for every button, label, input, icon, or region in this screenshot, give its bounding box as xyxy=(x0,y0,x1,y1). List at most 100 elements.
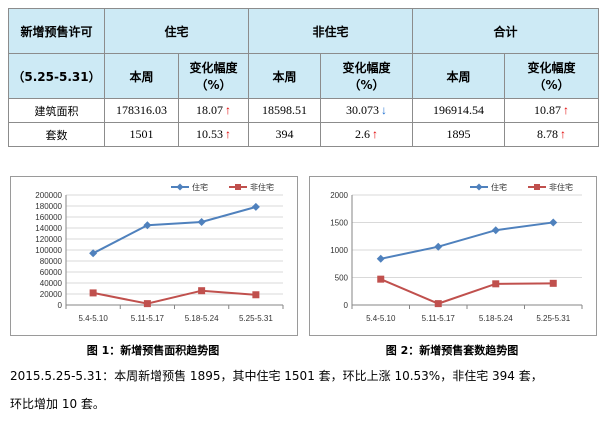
data-point-square xyxy=(434,300,442,308)
units-trend-chart-svg: 0 500 1000 1500 2000 5.4-5.10 5.11-5.17 5.18-5.… xyxy=(330,182,583,323)
y-tick-label: 100000 xyxy=(35,246,62,255)
y-tick-label: 120000 xyxy=(35,235,62,244)
arrow-up-icon: ↑ xyxy=(560,127,567,141)
area-res-week: 178316.03 xyxy=(104,98,179,123)
data-point-diamond xyxy=(434,242,443,251)
y-tick-label: 40000 xyxy=(40,279,63,288)
data-point-diamond xyxy=(376,254,385,263)
col-change-total: 变化幅度 （%） xyxy=(504,53,600,99)
row-label-units: 套数 xyxy=(8,122,105,147)
col-week-total: 本周 xyxy=(412,53,506,99)
y-tick-label: 60000 xyxy=(40,268,63,277)
summary-paragraph: 2015.5.25-5.31：本周新增预售 1895，其中住宅 1501 套，环… xyxy=(10,362,598,418)
x-tick-label: 5.18-5.24 xyxy=(479,314,513,323)
area-non-change: 30.073 ↓ xyxy=(320,98,414,123)
data-point-square xyxy=(198,287,206,295)
units-non-week: 394 xyxy=(248,122,322,147)
col-change-unit: （%） xyxy=(348,78,385,92)
x-tick-label: 5.4-5.10 xyxy=(366,314,396,323)
group-header-residential: 住宅 xyxy=(103,8,250,54)
data-point-square xyxy=(89,289,97,297)
y-tick-label: 160000 xyxy=(35,213,62,222)
chart2-caption: 图 2：新增预售套数趋势图 xyxy=(385,344,519,357)
units-total-week: 1895 xyxy=(412,122,506,147)
change-value: 30.073 xyxy=(346,103,380,117)
change-value: 2.6 xyxy=(355,127,371,141)
col-change-label: 变化幅度 xyxy=(189,61,238,75)
area-trend-chart: 0 20000 40000 60000 80000 100000 120000 140000 1… xyxy=(10,176,298,336)
legend-square-icon xyxy=(534,184,540,190)
data-point-diamond xyxy=(251,202,260,211)
x-tick-label: 5.25-5.31 xyxy=(536,314,570,323)
legend-square-icon xyxy=(235,184,241,190)
data-point-square xyxy=(377,275,385,283)
legend-diamond-icon xyxy=(176,183,184,191)
corner-header-top: 新增预售许可 xyxy=(8,8,105,54)
change-value: 10.53 xyxy=(196,127,223,141)
series-line-1 xyxy=(380,278,554,305)
x-tick-label: 5.4-5.10 xyxy=(78,314,108,323)
col-change-unit: （%） xyxy=(533,78,570,92)
corner-header-bottom: （5.25-5.31） xyxy=(8,53,105,99)
col-change-label: 变化幅度 xyxy=(342,61,391,75)
legend-label: 非住宅 xyxy=(549,182,573,192)
x-tick-label: 5.11-5.17 xyxy=(422,314,456,323)
area-non-week: 18598.51 xyxy=(248,98,322,123)
stats-table-wrapper: 新增预售许可 住宅 非住宅 合计 （5.25-5.31） 本周 变化幅度 （%） … xyxy=(8,8,600,147)
y-tick-label: 180000 xyxy=(35,202,62,211)
arrow-down-icon: ↓ xyxy=(381,103,388,117)
units-trend-chart: 0 500 1000 1500 2000 5.4-5.10 5.11-5.17 5.18-5.… xyxy=(309,176,597,336)
data-point-square xyxy=(143,300,151,308)
col-change-label: 变化幅度 xyxy=(527,61,576,75)
y-tick-label: 80000 xyxy=(40,257,63,266)
table-row-area: 建筑面积 178316.03 18.07 ↑ 18598.51 30.073 ↓ 1… xyxy=(8,98,600,123)
chart1-caption: 图 1：新增预售面积趋势图 xyxy=(86,344,220,357)
col-week-residential: 本周 xyxy=(104,53,179,99)
col-change-unit: （%） xyxy=(195,78,232,92)
summary-line-2: 环比增加 10 套。 xyxy=(10,397,105,411)
y-tick-label: 0 xyxy=(58,301,63,310)
y-tick-label: 200000 xyxy=(35,191,62,200)
data-point-diamond xyxy=(89,249,98,258)
series-line-1 xyxy=(92,289,256,305)
change-value: 8.78 xyxy=(537,127,559,141)
data-point-diamond xyxy=(549,218,558,227)
arrow-up-icon: ↑ xyxy=(225,103,231,117)
area-res-change: 18.07 ↑ xyxy=(177,98,250,123)
data-point-diamond xyxy=(197,217,206,226)
stats-table: 新增预售许可 住宅 非住宅 合计 （5.25-5.31） 本周 变化幅度 （%） … xyxy=(8,8,600,147)
y-tick-label: 1500 xyxy=(330,219,348,228)
col-change-residential: 变化幅度 （%） xyxy=(177,53,250,99)
group-header-total: 合计 xyxy=(412,8,600,54)
x-tick-label: 5.18-5.24 xyxy=(185,314,219,323)
data-point-square xyxy=(492,280,500,288)
col-week-nonresidential: 本周 xyxy=(248,53,322,99)
legend-label: 非住宅 xyxy=(250,182,274,192)
y-tick-label: 2000 xyxy=(330,191,348,200)
x-tick-label: 5.11-5.17 xyxy=(131,314,165,323)
arrow-up-icon: ↑ xyxy=(372,127,379,141)
legend-label: 住宅 xyxy=(192,182,208,192)
y-tick-label: 0 xyxy=(344,301,349,310)
summary-line-1: 2015.5.25-5.31：本周新增预售 1895，其中住宅 1501 套，环… xyxy=(10,369,543,383)
series-line-0 xyxy=(380,221,554,260)
y-tick-label: 500 xyxy=(335,274,349,283)
change-value: 10.87 xyxy=(534,103,562,117)
table-row-units: 套数 1501 10.53 ↑ 394 2.6 ↑ 1895 8.78 ↑ xyxy=(8,122,600,147)
area-trend-chart-svg: 0 20000 40000 60000 80000 100000 120000 140000 1… xyxy=(35,182,284,323)
data-point-diamond xyxy=(491,226,500,235)
units-res-change: 10.53 ↑ xyxy=(177,122,250,147)
change-value: 18.07 xyxy=(196,103,223,117)
series-line-0 xyxy=(92,205,257,255)
legend-label: 住宅 xyxy=(491,182,507,192)
y-tick-label: 1000 xyxy=(330,246,348,255)
col-change-nonresidential: 变化幅度 （%） xyxy=(320,53,414,99)
area-total-change: 10.87 ↑ xyxy=(504,98,600,123)
data-point-square xyxy=(549,279,557,287)
y-tick-label: 140000 xyxy=(35,224,62,233)
units-non-change: 2.6 ↑ xyxy=(320,122,414,147)
arrow-up-icon: ↑ xyxy=(563,103,570,117)
row-label-area: 建筑面积 xyxy=(8,98,105,123)
legend-diamond-icon xyxy=(475,183,483,191)
group-header-nonresidential: 非住宅 xyxy=(248,8,414,54)
